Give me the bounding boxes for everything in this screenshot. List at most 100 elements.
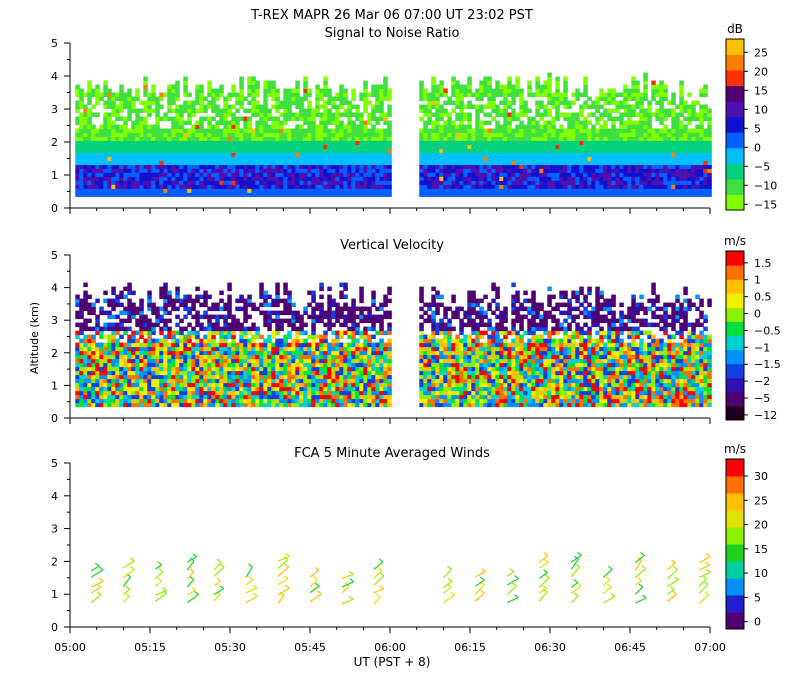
heatmap-cell — [275, 176, 280, 181]
heatmap-cell — [571, 148, 576, 153]
heatmap-cell — [231, 386, 236, 392]
heatmap-cell — [99, 358, 104, 364]
heatmap-cell — [179, 346, 184, 352]
heatmap-cell — [211, 140, 216, 145]
heatmap-cell — [143, 132, 148, 137]
heatmap-cell — [267, 132, 272, 137]
heatmap-cell — [139, 108, 144, 113]
heatmap-cell — [667, 172, 672, 177]
heatmap-cell — [87, 88, 92, 93]
heatmap-cell — [163, 402, 168, 408]
heatmap-cell — [351, 104, 356, 109]
heatmap-cell — [119, 322, 124, 328]
heatmap-cell — [491, 156, 496, 161]
heatmap-cell — [151, 100, 156, 105]
heatmap-cell — [151, 176, 156, 181]
heatmap-cell — [615, 132, 620, 137]
heatmap-cell — [483, 168, 488, 173]
heatmap-cell — [555, 152, 560, 157]
heatmap-cell — [563, 76, 568, 81]
heatmap-cell — [211, 156, 216, 161]
heatmap-cell — [151, 382, 156, 388]
heatmap-cell — [251, 342, 256, 348]
heatmap-cell — [119, 172, 124, 177]
heatmap-cell — [503, 120, 508, 125]
heatmap-cell — [503, 164, 508, 169]
heatmap-cell — [491, 96, 496, 101]
heatmap-cell — [247, 136, 252, 141]
heatmap-cell — [159, 156, 164, 161]
heatmap-cell — [179, 156, 184, 161]
heatmap-cell — [475, 120, 480, 125]
heatmap-cell — [183, 168, 188, 173]
heatmap-cell — [103, 366, 108, 372]
heatmap-cell — [247, 374, 252, 380]
heatmap-cell — [235, 306, 240, 312]
heatmap-cell — [207, 140, 212, 145]
heatmap-cell — [611, 156, 616, 161]
heatmap-cell — [251, 322, 256, 328]
heatmap-cell — [75, 334, 80, 340]
heatmap-cell — [99, 136, 104, 141]
heatmap-cell — [543, 164, 548, 169]
heatmap-cell — [499, 176, 504, 181]
heatmap-cell — [263, 108, 268, 113]
heatmap-cell — [167, 354, 172, 360]
heatmap-cell — [655, 144, 660, 149]
heatmap-cell — [219, 172, 224, 177]
heatmap-cell — [247, 108, 252, 113]
heatmap-cell — [159, 168, 164, 173]
heatmap-cell — [427, 188, 432, 193]
heatmap-cell — [207, 362, 212, 368]
heatmap-cell — [695, 172, 700, 177]
heatmap-cell — [75, 132, 80, 137]
heatmap-cell — [203, 294, 208, 300]
heatmap-cell — [347, 124, 352, 129]
heatmap-cell — [131, 402, 136, 408]
heatmap-cell — [335, 180, 340, 185]
heatmap-cell — [79, 124, 84, 129]
heatmap-cell — [707, 168, 712, 173]
heatmap-cell — [679, 180, 684, 185]
heatmap-cell — [331, 168, 336, 173]
heatmap-cell — [623, 128, 628, 133]
heatmap-cell — [131, 120, 136, 125]
heatmap-cell — [319, 180, 324, 185]
heatmap-cell — [91, 192, 96, 197]
heatmap-cell — [119, 294, 124, 300]
heatmap-cell — [503, 188, 508, 193]
heatmap-cell — [555, 136, 560, 141]
heatmap-cell — [631, 180, 636, 185]
heatmap-cell — [291, 132, 296, 137]
heatmap-cell — [523, 144, 528, 149]
heatmap-cell — [687, 140, 692, 145]
heatmap-cell — [503, 128, 508, 133]
heatmap-cell — [319, 148, 324, 153]
heatmap-cell — [259, 112, 264, 117]
heatmap-cell — [191, 378, 196, 384]
heatmap-cell — [235, 108, 240, 113]
heatmap-cell — [239, 366, 244, 372]
heatmap-cell — [363, 80, 368, 85]
heatmap-cell — [171, 140, 176, 145]
heatmap-cell — [375, 152, 380, 157]
heatmap-cell — [459, 84, 464, 89]
heatmap-cell — [423, 176, 428, 181]
heatmap-cell — [91, 140, 96, 145]
heatmap-cell — [79, 148, 84, 153]
heatmap-cell — [99, 374, 104, 380]
heatmap-cell — [199, 382, 204, 388]
heatmap-cell — [435, 172, 440, 177]
heatmap-cell — [87, 176, 92, 181]
heatmap-cell — [255, 354, 260, 360]
heatmap-cell — [567, 152, 572, 157]
heatmap-cell — [619, 136, 624, 141]
heatmap-cell — [239, 80, 244, 85]
heatmap-cell — [511, 96, 516, 101]
heatmap-cell — [247, 294, 252, 300]
heatmap-cell — [167, 184, 172, 189]
heatmap-cell — [539, 84, 544, 89]
heatmap-cell — [235, 152, 240, 157]
heatmap-cell — [563, 96, 568, 101]
heatmap-cell — [483, 156, 488, 161]
